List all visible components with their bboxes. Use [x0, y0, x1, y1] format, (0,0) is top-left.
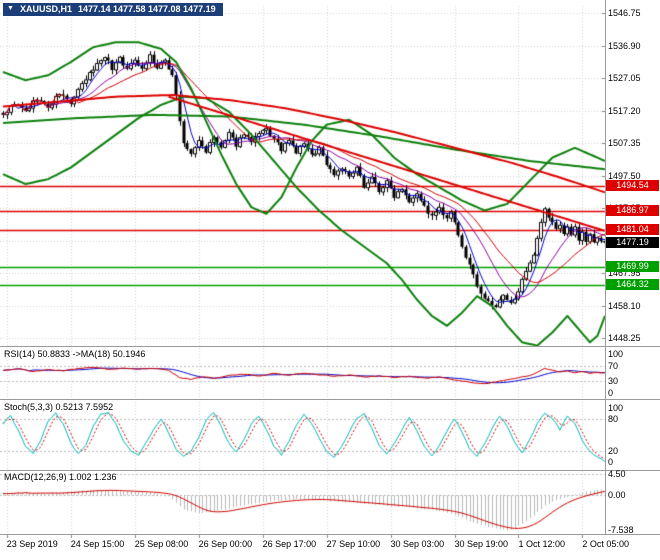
panel-separator[interactable] — [0, 534, 660, 535]
price-axis-tick: 1507.35 — [608, 138, 641, 149]
price-axis-tick: 1467.95 — [608, 268, 641, 279]
macd-indicator-label: MACD(12,26,9) 1.002 1.236 — [4, 472, 117, 482]
rsi-axis-tick: 30 — [608, 376, 619, 387]
price-axis-tick: 1517.20 — [608, 105, 641, 116]
stoch-axis-tick: 0 — [608, 457, 614, 468]
symbol-info-bar[interactable]: ▼ XAUUSD,H1 1477.14 1477.58 1477.08 1477… — [3, 3, 223, 16]
stoch-indicator-label: Stoch(5,3,3) 0.5213 7.5952 — [4, 402, 114, 412]
price-tag: 1486.97 — [606, 204, 659, 216]
price-axis-tick: 1546.75 — [608, 8, 641, 19]
time-axis-label: 27 Sep 10:00 — [326, 539, 381, 549]
time-axis-label: 23 Sep 2019 — [6, 539, 58, 549]
time-axis-label: 26 Sep 17:00 — [262, 539, 317, 549]
rsi-axis-tick: 100 — [608, 348, 624, 359]
time-axis-label: 2 Oct 05:00 — [582, 539, 629, 549]
time-axis-label: 30 Sep 19:00 — [454, 539, 509, 549]
rsi-axis-tick: 0 — [608, 388, 614, 399]
macd-axis-tick: 4.50 — [608, 469, 626, 480]
price-axis-tick: 1497.50 — [608, 170, 641, 181]
price-axis-tick: 1448.25 — [608, 333, 641, 344]
rsi-indicator-label: RSI(14) 50.8833 ->MA(18) 50.1946 — [4, 349, 146, 359]
price-axis-tick: 1536.90 — [608, 40, 641, 51]
price-tag: 1469.99 — [606, 260, 659, 272]
chevron-down-icon[interactable]: ▼ — [7, 5, 14, 12]
time-axis-label: 26 Sep 00:00 — [198, 539, 253, 549]
panel-separator[interactable] — [0, 399, 660, 400]
panel-separator[interactable] — [0, 470, 660, 471]
price-axis-tick: 1458.10 — [608, 300, 641, 311]
price-axis-border — [605, 0, 606, 534]
symbol-label: XAUUSD,H1 — [19, 4, 72, 14]
price-axis-tick: 1527.05 — [608, 73, 641, 84]
price-tag: 1477.19 — [606, 236, 659, 248]
price-tag: 1464.32 — [606, 279, 659, 291]
price-tag: 1494.54 — [606, 179, 659, 191]
price-tag: 1481.04 — [606, 224, 659, 236]
stoch-axis-tick: 100 — [608, 402, 624, 413]
stoch-axis-tick: 20 — [608, 446, 619, 457]
stoch-axis-tick: 80 — [608, 413, 619, 424]
time-axis-label: 25 Sep 08:00 — [134, 539, 189, 549]
rsi-axis-tick: 70 — [608, 360, 619, 371]
time-axis-label: 24 Sep 15:00 — [70, 539, 125, 549]
time-axis-label: 1 Oct 12:00 — [518, 539, 565, 549]
macd-axis-tick: -7.538 — [608, 525, 634, 536]
macd-axis-tick: 0.00 — [608, 490, 626, 501]
ohlc-values: 1477.14 1477.58 1477.08 1477.19 — [77, 4, 216, 14]
time-axis-label: 30 Sep 03:00 — [390, 539, 445, 549]
panel-separator[interactable] — [0, 346, 660, 347]
